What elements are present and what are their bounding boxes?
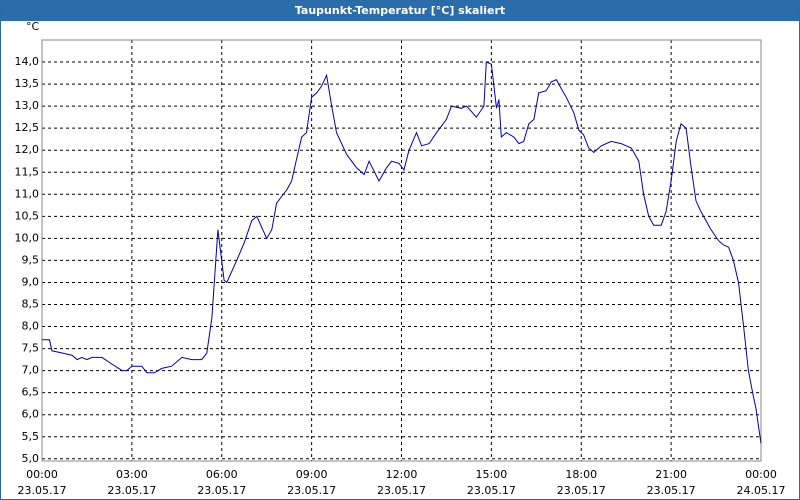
y-tick-label: 6,5 bbox=[22, 386, 40, 399]
x-tick-label: 23.05.17 bbox=[18, 484, 67, 497]
x-tick-label: 23.05.17 bbox=[467, 484, 516, 497]
x-tick-label: 12:00 bbox=[386, 468, 418, 481]
y-tick-label: 9,5 bbox=[22, 253, 40, 266]
y-tick-label: 12,0 bbox=[15, 143, 40, 156]
x-tick-label: 21:00 bbox=[655, 468, 687, 481]
y-tick-label: 6,0 bbox=[22, 408, 40, 421]
x-tick-label: 23.05.17 bbox=[197, 484, 246, 497]
x-tick-label: 09:00 bbox=[296, 468, 328, 481]
y-tick-label: 9,0 bbox=[22, 275, 40, 288]
x-tick-label: 00:00 bbox=[26, 468, 58, 481]
data-line bbox=[42, 61, 762, 444]
y-tick-label: 12,5 bbox=[15, 121, 40, 134]
y-tick-label: 11,0 bbox=[15, 187, 40, 200]
y-tick-label: 5,5 bbox=[22, 430, 40, 443]
y-tick-label: 13,5 bbox=[15, 77, 40, 90]
x-tick-label: 00:00 bbox=[745, 468, 777, 481]
x-tick-label: 23.05.17 bbox=[287, 484, 336, 497]
y-tick-label: 11,5 bbox=[15, 165, 40, 178]
y-tick-label: 5,0 bbox=[22, 452, 40, 465]
y-tick-label: 10,0 bbox=[15, 231, 40, 244]
y-tick-label: 7,5 bbox=[22, 342, 40, 355]
x-tick-label: 03:00 bbox=[116, 468, 148, 481]
x-tick-label: 15:00 bbox=[476, 468, 508, 481]
y-tick-label: 8,0 bbox=[22, 320, 40, 333]
y-tick-label: 14,0 bbox=[15, 55, 40, 68]
x-tick-label: 23.05.17 bbox=[647, 484, 696, 497]
y-tick-label: 10,5 bbox=[15, 209, 40, 222]
x-tick-label: 24.05.17 bbox=[737, 484, 786, 497]
x-tick-label: 23.05.17 bbox=[557, 484, 606, 497]
y-tick-label: 7,0 bbox=[22, 364, 40, 377]
x-tick-label: 18:00 bbox=[565, 468, 597, 481]
chart: °C 5,0 5,5 6,0 6,5 7,0 7,5 8,0 8,5 9,0 9,5 10,0 10,5… bbox=[15, 22, 786, 497]
y-tick-label: 13,0 bbox=[15, 99, 40, 112]
x-tick-label: 23.05.17 bbox=[377, 484, 426, 497]
title-bar: Taupunkt-Temperatur [°C] skaliert bbox=[1, 1, 799, 21]
plot-frame bbox=[41, 39, 762, 462]
y-unit: °C bbox=[26, 22, 40, 33]
y-tick-label: 8,5 bbox=[22, 298, 40, 311]
x-tick-label: 23.05.17 bbox=[107, 484, 156, 497]
x-tick-label: 06:00 bbox=[206, 468, 238, 481]
